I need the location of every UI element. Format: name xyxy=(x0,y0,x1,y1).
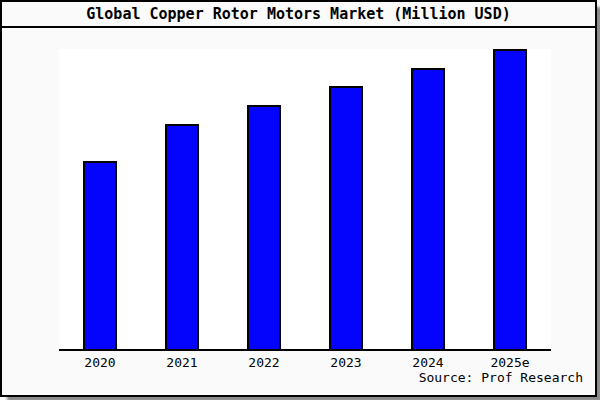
x-axis-labels: 202020212022202320242025e xyxy=(59,355,551,370)
bar-2020 xyxy=(83,161,117,349)
chart-title: Global Copper Rotor Motors Market (Milli… xyxy=(86,5,510,23)
bar-2024 xyxy=(411,68,445,349)
bar-2023 xyxy=(329,86,363,349)
x-tick-label-2022: 2022 xyxy=(223,355,305,370)
bar-slot-2020 xyxy=(59,49,141,349)
bar-slot-2021 xyxy=(141,49,223,349)
x-axis-line xyxy=(59,349,551,351)
x-tick-label-2024: 2024 xyxy=(387,355,469,370)
bar-slot-2022 xyxy=(223,49,305,349)
bar-2022 xyxy=(247,105,281,349)
source-credit: Source: Prof Research xyxy=(419,370,583,385)
bar-2025e xyxy=(493,49,527,349)
bar-slot-2023 xyxy=(305,49,387,349)
x-tick-label-2025e: 2025e xyxy=(469,355,551,370)
x-tick-label-2023: 2023 xyxy=(305,355,387,370)
x-tick-label-2020: 2020 xyxy=(59,355,141,370)
bar-2021 xyxy=(165,124,199,349)
bar-slot-2024 xyxy=(387,49,469,349)
x-tick-label-2021: 2021 xyxy=(141,355,223,370)
chart-frame: Global Copper Rotor Motors Market (Milli… xyxy=(0,0,597,397)
bar-slot-2025e xyxy=(469,49,551,349)
chart-window: Global Copper Rotor Motors Market (Milli… xyxy=(0,0,600,400)
plot-area xyxy=(59,49,551,349)
title-bar: Global Copper Rotor Motors Market (Milli… xyxy=(2,2,595,28)
